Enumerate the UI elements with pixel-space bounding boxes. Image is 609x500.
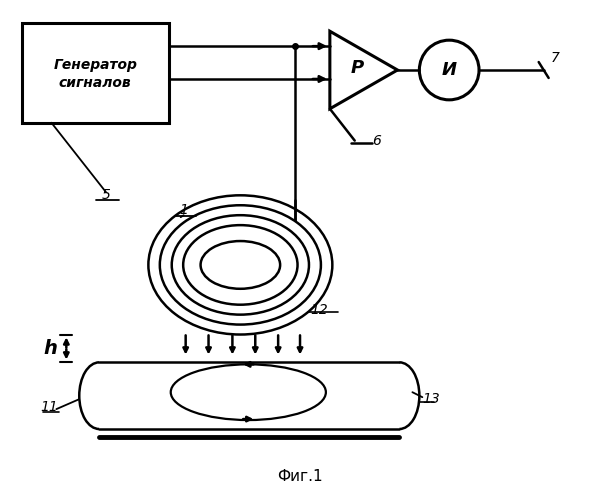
- Text: 11: 11: [41, 400, 58, 414]
- Text: сигналов: сигналов: [59, 76, 132, 90]
- Text: 5: 5: [102, 188, 111, 202]
- Text: 12: 12: [310, 302, 328, 316]
- Text: И: И: [442, 61, 457, 79]
- Text: 7: 7: [551, 51, 560, 65]
- Text: Р: Р: [351, 59, 364, 77]
- Text: h: h: [43, 339, 57, 358]
- Text: 13: 13: [423, 392, 440, 406]
- Text: 6: 6: [373, 134, 381, 147]
- Text: Фиг.1: Фиг.1: [277, 469, 323, 484]
- Bar: [21, 24, 169, 122]
- Text: Генератор: Генератор: [53, 58, 137, 72]
- Text: 1: 1: [179, 203, 188, 217]
